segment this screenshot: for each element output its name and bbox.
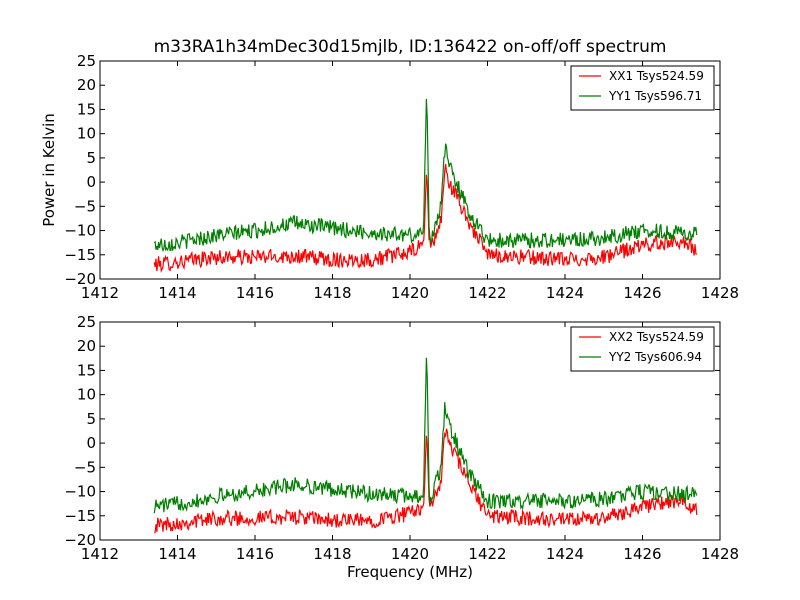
y-tick-label: −10 — [64, 222, 96, 240]
legend-box — [570, 326, 715, 372]
y-tick-label: 10 — [77, 125, 96, 143]
y-tick-label: −5 — [74, 197, 96, 215]
legend-box — [570, 65, 715, 111]
y-tick-label: 10 — [77, 386, 96, 404]
x-tick-label: 1412 — [81, 545, 119, 563]
y-tick-label: 0 — [86, 434, 96, 452]
x-tick-label: 1414 — [158, 545, 196, 563]
y-tick-label: 5 — [86, 410, 96, 428]
x-tick-label: 1428 — [701, 284, 739, 302]
y-tick-label: −5 — [74, 458, 96, 476]
x-tick-label: 1424 — [546, 284, 584, 302]
y-tick-label: 0 — [86, 173, 96, 191]
x-tick-label: 1418 — [313, 545, 351, 563]
legend-entry: XX1 Tsys524.59 — [609, 69, 704, 83]
y-tick-label: 15 — [77, 361, 96, 379]
x-tick-label: 1420 — [391, 284, 429, 302]
y-tick-label: 15 — [77, 100, 96, 118]
y-tick-label: −15 — [64, 246, 96, 264]
series-line-yy1 — [153, 98, 698, 253]
x-tick-label: 1424 — [546, 545, 584, 563]
x-tick-label: 1416 — [236, 545, 274, 563]
y-tick-label: 20 — [77, 76, 96, 94]
y-tick-label: 25 — [77, 52, 96, 70]
y-tick-label: −10 — [64, 483, 96, 501]
series-line-xx2 — [154, 428, 698, 534]
x-tick-label: 1420 — [391, 545, 429, 563]
y-tick-label: −20 — [64, 270, 96, 288]
y-tick-label: −20 — [64, 531, 96, 549]
legend-entry: XX2 Tsys524.59 — [609, 330, 704, 344]
x-tick-label: 1426 — [623, 545, 661, 563]
legend-entry: YY1 Tsys596.71 — [608, 89, 702, 103]
x-tick-label: 1428 — [701, 545, 739, 563]
figure-title: m33RA1h34mDec30d15mjlb, ID:136422 on-off… — [154, 37, 667, 57]
x-tick-label: 1414 — [158, 284, 196, 302]
series-line-xx1 — [153, 163, 698, 274]
top-panel: 1412 1414 1416 1418 1420 1422 1424 1426 1428 −20 −… — [40, 52, 739, 302]
series-line-yy2 — [153, 357, 698, 514]
legend-entry: YY2 Tsys606.94 — [608, 350, 702, 364]
y-tick-label: 25 — [77, 313, 96, 331]
x-tick-label: 1426 — [623, 284, 661, 302]
legend: XX2 Tsys524.59 YY2 Tsys606.94 — [570, 326, 715, 372]
x-tick-label: 1422 — [468, 545, 506, 563]
y-axis-label: Power in Kelvin — [40, 113, 58, 227]
legend: XX1 Tsys524.59 YY1 Tsys596.71 — [570, 65, 715, 111]
y-tick-label: 20 — [77, 337, 96, 355]
x-axis-label: Frequency (MHz) — [347, 563, 473, 581]
y-tick-label: 5 — [86, 149, 96, 167]
x-tick-label: 1418 — [313, 284, 351, 302]
x-tick-label: 1412 — [81, 284, 119, 302]
x-tick-label: 1416 — [236, 284, 274, 302]
y-tick-label: −15 — [64, 507, 96, 525]
x-tick-label: 1422 — [468, 284, 506, 302]
bottom-panel: 1412 1414 1416 1418 1420 1422 1424 1426 1428 −20 −… — [64, 313, 739, 581]
